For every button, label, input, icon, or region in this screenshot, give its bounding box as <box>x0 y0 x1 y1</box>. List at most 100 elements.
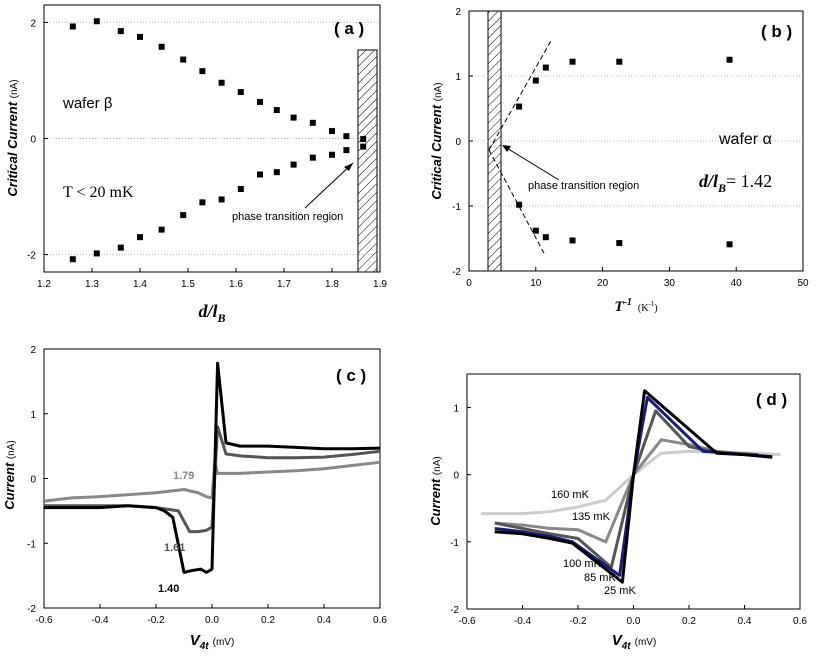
panel-a-ytick-label: 2 <box>30 18 36 29</box>
panel-a-hatch <box>357 49 378 273</box>
panel-c-xlabel: V4t (mV) <box>190 632 235 652</box>
panel-b-ylabel: Critical Current (nA) <box>429 82 444 199</box>
panel-b: 0 10 20 30 40 50 -2 -1 0 1 2 ( b ) wafer α phase t… <box>429 7 809 315</box>
panel-a-point <box>329 127 335 134</box>
panel-d: -0.6 -0.4 -0.2 0.0 0.2 0.4 0.6 -2 -1 0 1 ( d ) 160… <box>428 373 807 652</box>
panel-d-ytick-label: -2 <box>450 605 459 616</box>
panel-a-ytick-label: -2 <box>27 251 36 262</box>
panel-b-annotation-ratio: d/lB= 1.42 <box>699 171 772 195</box>
panel-a-point <box>237 185 244 192</box>
panel-c-annotation-179: 1.79 <box>173 470 194 482</box>
panel-c-ytick-label: -1 <box>27 539 36 550</box>
panel-d-annotation-160: 160 mK <box>551 489 590 501</box>
panel-d-ytick-label: 1 <box>453 404 459 415</box>
panel-a-xtick-label: 1.8 <box>325 279 339 290</box>
panel-a-point <box>137 234 143 241</box>
panel-b-ticks: 0 10 20 30 40 50 -2 -1 0 1 2 <box>452 7 809 289</box>
panel-c-xtick-label: 0.4 <box>317 615 331 626</box>
panel-d-frame <box>466 373 801 610</box>
panel-a-point <box>309 119 316 126</box>
panel-d-xtick-label: 0.4 <box>738 616 752 627</box>
panel-b-xtick-label: 50 <box>797 278 809 289</box>
panel-d-series-25-mK <box>494 389 773 584</box>
panel-a-arrow-head <box>344 163 353 171</box>
panel-a-label: ( a ) <box>334 19 364 38</box>
panel-a-point <box>329 151 335 158</box>
panel-b-xlabel: T-1(K-1) <box>614 297 657 315</box>
panel-a-xlabel: d/lB <box>198 301 225 325</box>
panel-a-point <box>69 23 76 30</box>
panel-a-annotation-temp: T < 20 mK <box>63 184 134 201</box>
panel-b-ytick-label: -1 <box>452 202 461 213</box>
panel-c-xtick-label: -0.2 <box>147 615 165 626</box>
panel-c-series-1.40 <box>44 361 381 574</box>
panel-d-xtick-label: 0.2 <box>682 616 696 627</box>
panel-b-marks <box>516 56 733 248</box>
panel-a-ticks: 1.2 1.3 1.4 1.5 1.6 1.7 1.8 1.9 -2 0 2 <box>27 18 387 290</box>
panel-d-xtick-label: -0.6 <box>458 616 476 627</box>
panel-a-point <box>257 98 263 105</box>
panel-d-marks <box>480 389 781 584</box>
panel-a-annotation-wafer: wafer β <box>62 95 113 112</box>
panel-b-annotation-wafer: wafer α <box>718 131 772 148</box>
panel-b-point <box>532 227 539 234</box>
panel-a-xtick-label: 1.2 <box>37 279 51 290</box>
panel-d-annotation-25: 25 mK <box>604 585 636 597</box>
panel-a-point <box>117 244 124 251</box>
panel-c-xtick-label: -0.4 <box>91 615 109 626</box>
panel-a-annotation-phase: phase transition region <box>232 211 343 223</box>
panel-b-point <box>532 77 539 84</box>
panel-b-xtick-label: 10 <box>530 278 542 289</box>
panel-b-label: ( b ) <box>761 22 792 41</box>
panel-a-point <box>199 199 206 206</box>
panel-d-xtick-label: 0.6 <box>793 616 807 627</box>
panel-a-point <box>180 212 187 219</box>
panel-d-ytick-label: -1 <box>450 538 459 549</box>
panel-b-arrow-head <box>502 145 511 152</box>
panel-a-point <box>180 56 187 63</box>
panel-c-annotation-140: 1.40 <box>158 583 179 595</box>
panel-d-annotation-135: 135 mK <box>572 511 611 523</box>
panel-a-point <box>273 107 280 114</box>
panel-a-point <box>237 89 244 96</box>
panel-a-xtick-label: 1.3 <box>85 279 99 290</box>
panel-a-xtick-label: 1.7 <box>277 279 291 290</box>
panel-a-point <box>199 68 206 75</box>
panel-b-point <box>542 64 549 71</box>
panel-c-label: ( c ) <box>336 366 366 385</box>
panel-d-ticks: -0.6 -0.4 -0.2 0.0 0.2 0.4 0.6 -2 -1 0 1 <box>450 404 807 627</box>
panel-a-xtick-label: 1.4 <box>133 279 147 290</box>
panel-b-xtick-label: 30 <box>664 278 676 289</box>
panel-a-point <box>360 136 367 143</box>
panel-a-point <box>273 169 280 176</box>
panel-c-series-1.79 <box>43 460 381 503</box>
panel-b-xtick-label: 20 <box>597 278 609 289</box>
panel-d-xtick-label: -0.2 <box>569 616 587 627</box>
panel-a-point <box>309 154 316 161</box>
panel-a-point <box>343 133 350 140</box>
panel-d-label: ( d ) <box>756 390 787 409</box>
panel-a-point <box>69 256 76 263</box>
panel-c-marks <box>43 361 381 574</box>
panel-b-point <box>516 103 523 110</box>
panel-c-annotation-161: 1.61 <box>164 542 185 554</box>
panel-d-annotation-85: 85 mK <box>584 572 616 584</box>
panel-d-annotation-100: 100 mK <box>563 558 602 570</box>
panel-c-ytick-label: 0 <box>30 475 36 486</box>
panel-a-point <box>290 161 297 168</box>
panel-a-point <box>158 43 165 50</box>
panel-b-point <box>726 241 733 248</box>
panel-a-xtick-label: 1.5 <box>181 279 195 290</box>
panel-a-point <box>218 196 225 203</box>
panel-c-ticks: -0.6 -0.4 -0.2 0.0 0.2 0.4 0.6 -2 -1 0 1 2 <box>27 345 387 626</box>
panel-d-xlabel: V4t (mV) <box>612 632 657 652</box>
panel-b-annotation-phase: phase transition region <box>528 180 639 192</box>
panel-c-xtick-label: 0.2 <box>261 615 275 626</box>
panel-b-xtick-label: 0 <box>466 278 472 289</box>
panel-c: -0.6 -0.4 -0.2 0.0 0.2 0.4 0.6 -2 -1 0 1 2 ( c ) 1.… <box>2 345 387 652</box>
panel-c-xtick-label: 0.6 <box>373 615 387 626</box>
panel-d-ytick-label: 0 <box>453 471 459 482</box>
panel-b-point <box>616 240 623 247</box>
panel-a-point <box>257 171 263 178</box>
